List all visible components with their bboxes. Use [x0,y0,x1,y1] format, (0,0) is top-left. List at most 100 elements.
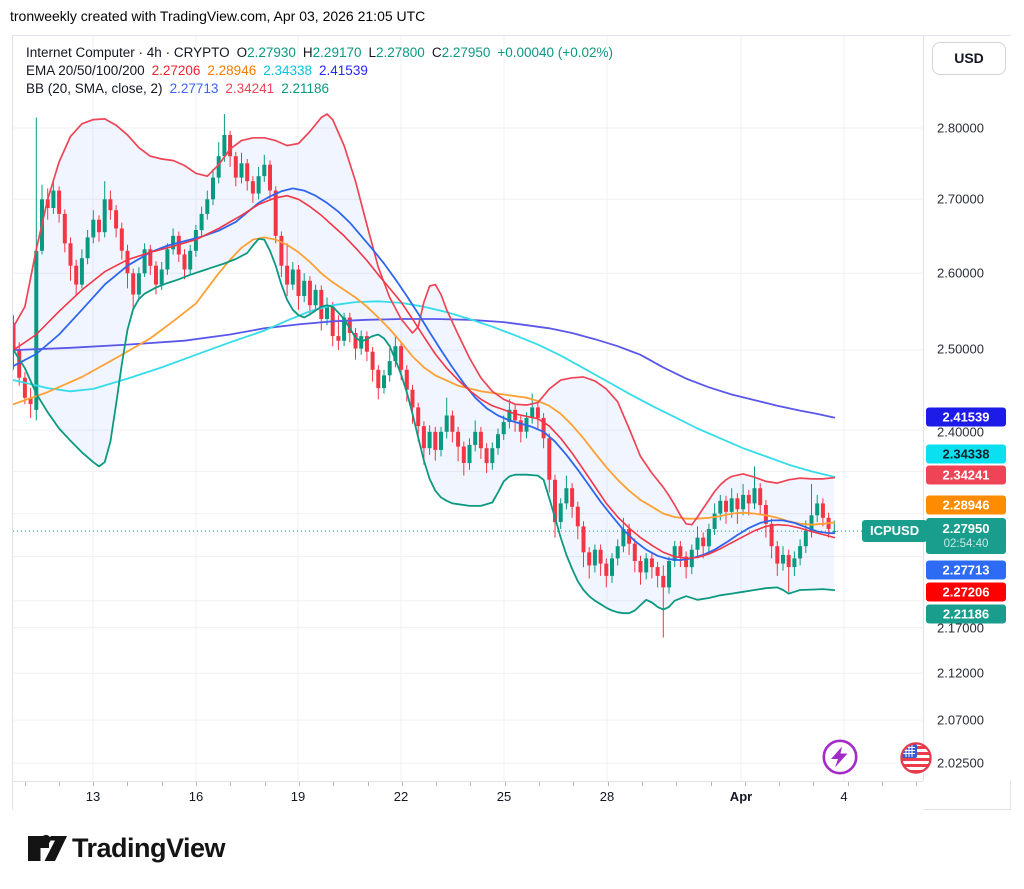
candlestick [456,431,461,447]
candlestick [404,369,409,390]
candlestick [102,199,107,233]
candlestick [228,135,233,157]
ema20-line [13,194,836,560]
candlestick [285,265,290,285]
bb-basis-price-badge: 2.27713 [926,560,1006,580]
candlestick [604,563,609,576]
candlestick [820,503,825,518]
candlestick [62,213,67,244]
candlestick [809,515,814,531]
candlestick [490,448,495,464]
candlestick [370,351,375,370]
candlestick [279,235,284,266]
price-axis-label: 2.80000 [937,120,984,136]
candlestick [610,558,614,576]
bollinger-band-fill [13,114,835,614]
candlestick [250,181,255,194]
candlestick [290,269,295,285]
candlestick [535,407,540,418]
time-axis-label: 25 [496,789,512,804]
ema200-line [13,318,836,419]
candlestick [746,494,751,504]
attribution-text: tronweekly created with TradingView.com,… [10,8,426,24]
candlestick [136,273,141,295]
candlestick [513,409,518,421]
candlestick [786,554,791,568]
time-axis-tick [539,782,540,786]
candlestick [501,422,506,435]
us-flag-icon[interactable] [899,741,933,775]
candlestick [507,409,512,422]
candlestick [541,417,546,439]
tradingview-logo[interactable]: TradingView [28,830,226,872]
time-axis-label: Apr [729,789,753,804]
tradingview-logo-icon [28,834,67,861]
candlestick [467,444,472,464]
time-axis-tick [813,782,815,786]
candlestick [433,431,438,450]
bb-indicator-label: BB (20, SMA, close, 2) [26,81,163,96]
candlestick [461,446,466,463]
candlestick [729,498,734,512]
candlestick [581,526,586,553]
candlestick [678,546,683,557]
time-axis-tick [230,782,232,786]
legend-bb-row[interactable]: BB (20, SMA, close, 2) 2.27713 2.34241 2.21… [26,80,613,98]
time-axis-label: 22 [393,789,409,804]
candlestick [376,369,381,389]
legend-symbol-row[interactable]: Internet Computer · 4h · CRYPTO O2.27930 H… [26,44,613,62]
current-price-value: 2.27950 [942,521,990,536]
candlestick [91,219,96,238]
currency-toggle-button[interactable]: USD [932,42,1006,75]
candlestick [558,503,563,523]
ohlc-letter: L [368,45,376,60]
candlestick [154,265,158,285]
candlestick [735,498,740,510]
candlestick [530,407,535,418]
price-axis-label: 2.07000 [937,712,984,728]
price-axis-label: 2.60000 [937,265,984,281]
price-axis[interactable]: USD 2.80000 2.70000 2.60000 2.50000 2.40000 2… [923,36,1012,781]
candlestick [718,500,723,514]
candlestick [182,254,187,270]
price-axis-label: 2.50000 [937,341,984,357]
candlestick [798,546,803,559]
candlestick [661,575,666,588]
time-axis-label: 19 [290,789,306,804]
time-axis-tick [470,782,472,786]
ema20-price-badge: 2.27206 [926,582,1006,602]
candlestick [439,431,443,450]
candlestick [803,530,808,547]
time-axis-tick [401,782,403,786]
candlestick [313,289,318,306]
legend-ema-row[interactable]: EMA 20/50/100/200 2.27206 2.28946 2.34338 2.… [26,62,613,80]
candlestick [427,431,432,449]
time-axis-tick [93,782,95,786]
candlestick [188,250,193,270]
candlestick [165,249,170,270]
ema100-price-badge: 2.34338 [926,444,1006,464]
ema-value: 2.41539 [319,63,368,78]
candlestick [199,213,204,231]
price-chart[interactable] [13,36,923,781]
candlestick [262,164,267,177]
time-axis-tick [847,782,849,786]
candlestick [119,228,124,251]
candlestick [245,163,250,182]
ema-indicator-label: EMA 20/50/100/200 [26,63,145,78]
time-axis-tick [264,782,266,786]
price-axis-label: 2.17000 [937,620,984,636]
candlestick [706,529,711,547]
time-axis-tick [779,782,781,786]
bb-lower-line [13,238,836,615]
candlestick [587,552,592,566]
chart-legend: Internet Computer · 4h · CRYPTO O2.27930 H… [26,44,613,98]
time-axis-tick [882,782,883,786]
candlestick [233,156,238,178]
price-axis-label: 2.40000 [937,424,984,440]
time-axis[interactable]: 13 16 19 22 25 28 Apr 4 [13,781,923,811]
lightning-icon[interactable] [821,738,859,776]
candlestick [336,336,341,341]
candlestick [28,397,33,405]
ohlc-value: +0.00040 (+0.02%) [497,45,613,60]
